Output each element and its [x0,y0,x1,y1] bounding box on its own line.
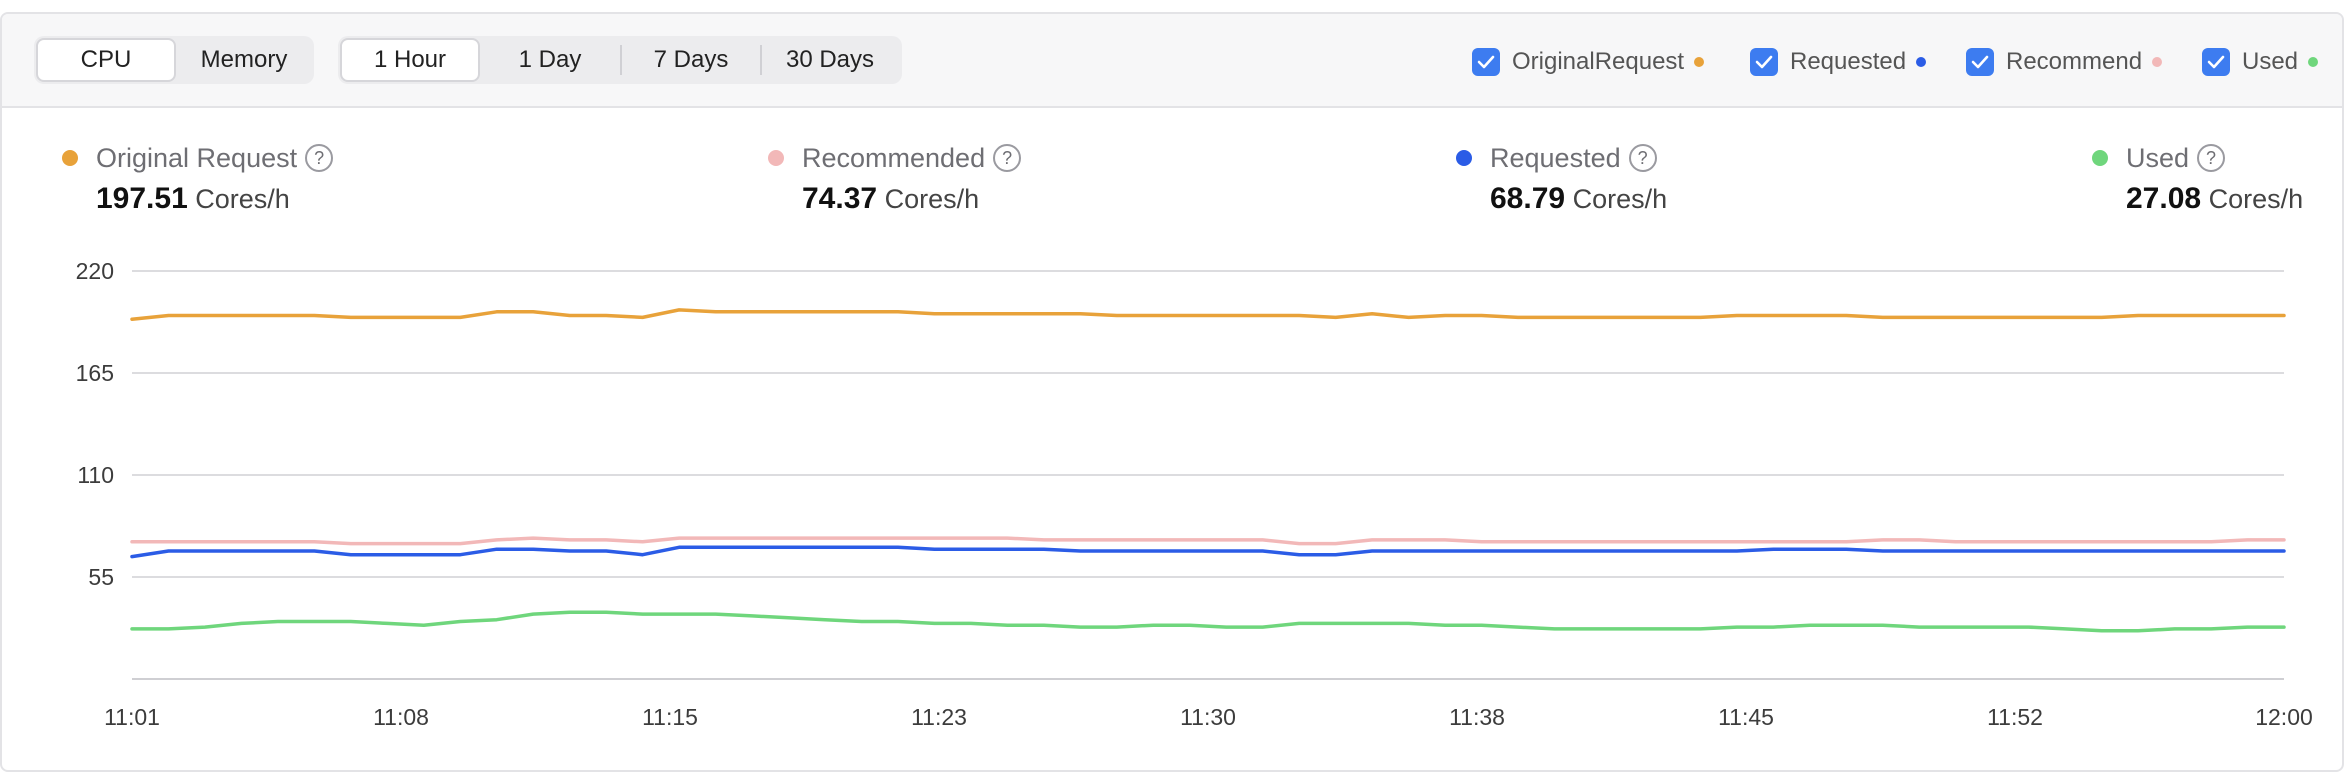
help-icon[interactable]: ? [1628,144,1657,172]
legend-used[interactable]: Used [2202,44,2319,80]
y-tick-label: 165 [76,360,114,386]
checkbox-checked-icon[interactable] [1966,48,1994,76]
legend-recommend[interactable]: Recommend [1966,44,2163,80]
metric-value: 74.37 [802,182,878,215]
series-line-used [130,610,2286,633]
checkbox-checked-icon[interactable] [1750,48,1778,76]
status-dot-icon [768,150,784,166]
x-tick-label: 11:52 [1987,704,2043,730]
metric-unit: Cores/h [195,184,290,214]
tab-1-day[interactable]: 1 Day [518,46,582,73]
tab-divider [620,45,622,75]
series-line-requested [130,545,2286,559]
metric-unit: Cores/h [2208,184,2304,214]
tab-30-days[interactable]: 30 Days [785,46,875,73]
x-tick-label: 11:38 [1449,704,1505,730]
legend-dot-icon [2152,57,2163,67]
y-tick-label: 110 [77,462,114,488]
range-tabs: 1 Hour 1 Day 7 Days 30 Days [338,36,902,84]
metric-value: 68.79 [1490,182,1566,215]
status-dot-icon [62,150,78,166]
series-line-recommend [130,536,2286,546]
metric-recommended: Recommended ? 74.37 Cores/h [768,140,1022,216]
x-tick-label: 11:15 [642,704,698,730]
legend-label: Requested [1790,48,1907,75]
metric-used: Used ? 27.08 Cores/h [2092,140,2303,216]
metric-unit: Cores/h [884,184,980,214]
metric-name: Requested [1490,142,1621,173]
tab-divider [760,45,762,75]
metric-name: Recommended [802,142,986,173]
checkbox-checked-icon[interactable] [2202,48,2230,76]
x-tick-label: 11:08 [373,704,429,730]
legend-dot-icon [1916,57,1927,67]
status-dot-icon [2092,150,2108,166]
metric-value: 197.51 [96,182,188,215]
legend-label: Recommend [2006,48,2143,75]
resource-tabs: CPU Memory [34,36,314,84]
x-tick-label: 11:30 [1180,704,1236,730]
y-tick-label: 220 [76,258,114,284]
metric-value: 27.08 [2126,182,2202,215]
legend-requested[interactable]: Requested [1750,44,1927,80]
tab-7-days[interactable]: 7 Days [653,46,729,73]
y-tick-label: 55 [88,564,114,590]
metric-name: Used [2126,142,2190,173]
x-tick-label: 11:01 [104,704,160,730]
toolbar: CPU Memory 1 Hour 1 Day 7 Days 30 Days O… [2,14,2342,108]
legend-dot-icon [1694,57,1705,67]
tab-memory[interactable]: Memory [200,46,288,73]
metric-unit: Cores/h [1572,184,1668,214]
tab-1-hour[interactable]: 1 Hour [340,38,480,82]
legend-label: Used [2242,48,2299,75]
series-line-originalrequest [130,308,2286,321]
help-icon[interactable]: ? [305,144,334,172]
legend-label: OriginalRequest [1512,48,1685,75]
x-tick-label: 12:00 [2255,704,2313,730]
x-tick-label: 11:23 [911,704,967,730]
legend-dot-icon [2308,57,2319,67]
metric-requested: Requested ? 68.79 Cores/h [1456,140,1667,216]
x-tick-label: 11:45 [1718,704,1774,730]
tab-cpu[interactable]: CPU [36,38,176,82]
legend-original-request[interactable]: OriginalRequest [1472,44,1705,80]
help-icon[interactable]: ? [993,144,1022,172]
metric-name: Original Request [96,142,298,173]
help-icon[interactable]: ? [2197,144,2226,172]
status-dot-icon [1456,150,1472,166]
checkbox-checked-icon[interactable] [1472,48,1500,76]
metric-original-request: Original Request ? 197.51 Cores/h [62,140,334,216]
usage-panel: CPU Memory 1 Hour 1 Day 7 Days 30 Days O… [0,12,2344,772]
